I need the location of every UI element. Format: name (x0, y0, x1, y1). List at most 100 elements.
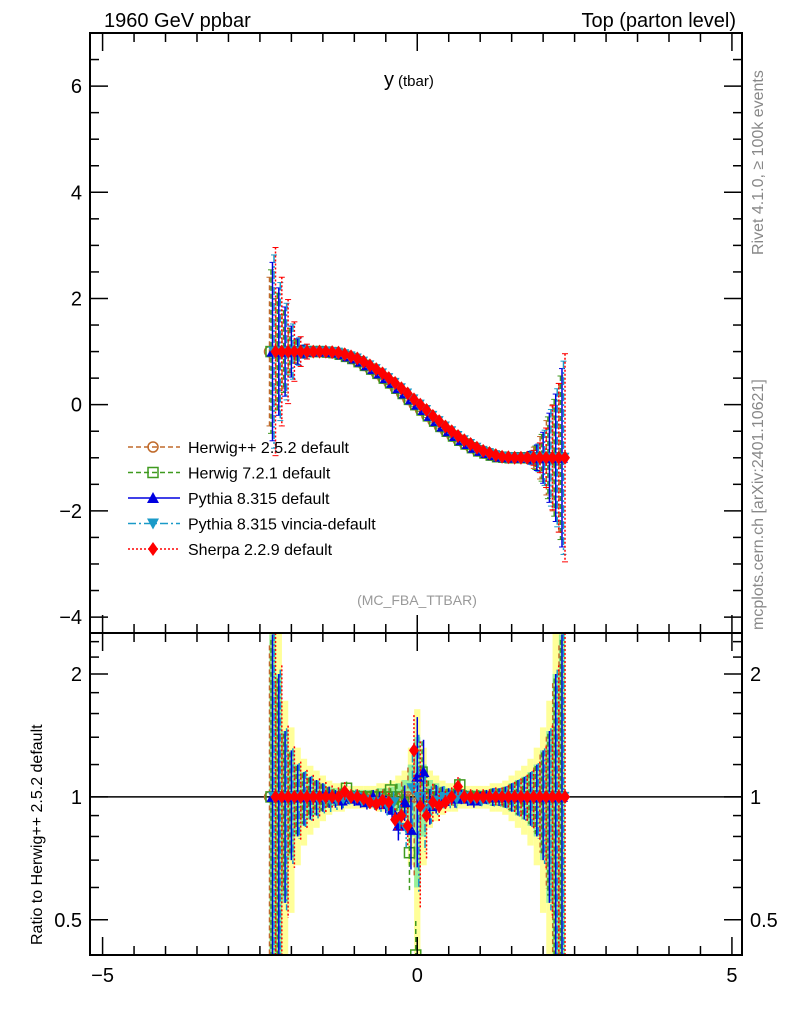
ratio-point (352, 789, 363, 804)
ratio-point (534, 789, 545, 804)
ratio-point (333, 789, 344, 804)
ratio-point (522, 789, 533, 804)
ratio-point (415, 798, 426, 813)
legend-label: Pythia 8.315 vincia-default (188, 517, 376, 534)
data-point (560, 450, 571, 465)
ratio-point (515, 789, 526, 804)
title-main: y (384, 69, 394, 91)
x-tick-label: 0 (412, 965, 423, 987)
ratio-tick-label-right: 0.5 (750, 910, 778, 932)
ratio-point (528, 789, 539, 804)
series-main-4 (270, 247, 571, 563)
legend-entry: Herwig++ 2.5.2 default (128, 440, 350, 457)
ratio-point (490, 789, 501, 804)
ratio-point (289, 789, 300, 804)
legend-entry: Pythia 8.315 default (128, 491, 330, 508)
ratio-point (421, 808, 432, 823)
legend-entry: Herwig 7.2.1 default (128, 466, 331, 483)
analysis-tag: (MC_FBA_TTBAR) (357, 592, 477, 608)
ratio-point (503, 789, 514, 804)
title-sub: (tbar) (398, 73, 434, 90)
mcplots-label: mcplots.cern.ch [arXiv:2401.10621] (750, 379, 767, 630)
ratio-point (308, 789, 319, 804)
ratio-point (339, 784, 350, 799)
ratio-point (465, 789, 476, 804)
ratio-point (398, 796, 411, 808)
ratio-point (509, 789, 520, 804)
rivet-label: Rivet 4.1.0, ≥ 100k events (750, 70, 767, 255)
data-point (509, 450, 520, 465)
data-point (421, 402, 432, 417)
ratio-tick-label-right: 1 (750, 787, 761, 809)
data-point (553, 450, 564, 465)
main-panel (263, 247, 571, 563)
ratio-point (314, 789, 325, 804)
legend-marker (147, 518, 159, 530)
data-point (320, 344, 331, 359)
legend-marker (148, 542, 158, 556)
data-point (547, 450, 558, 465)
plot-title: y (tbar) (384, 69, 434, 91)
ratio-point (384, 784, 397, 796)
x-tick-label: −5 (91, 965, 114, 987)
legend: Herwig++ 2.5.2 default Herwig 7.2.1 defau… (128, 440, 376, 559)
data-point (408, 392, 419, 407)
x-tick-label: 5 (726, 965, 737, 987)
header-right: Top (parton level) (581, 10, 736, 32)
ratio-point (560, 789, 571, 804)
legend-entry: Pythia 8.315 vincia-default (128, 517, 376, 534)
ratio-point (396, 808, 407, 823)
legend-marker (147, 466, 159, 479)
ratio-tick-label-left: 1 (71, 787, 82, 809)
data-point (396, 381, 407, 396)
data-point (333, 345, 344, 360)
header-left: 1960 GeV ppbar (104, 10, 251, 32)
ratio-point (320, 789, 331, 804)
ratio-point (440, 795, 451, 810)
ratio-point (402, 818, 413, 833)
ratio-point (459, 789, 470, 804)
ratio-ylabel: Ratio to Herwig++ 2.5.2 default (29, 724, 46, 945)
y-tick-label: 0 (71, 395, 82, 417)
data-point (528, 450, 539, 465)
data-point (270, 344, 281, 359)
data-point (490, 448, 501, 463)
data-point (308, 344, 319, 359)
legend-label: Herwig++ 2.5.2 default (188, 440, 350, 457)
ratio-point (283, 789, 294, 804)
data-point (497, 449, 508, 464)
ratio-point (453, 779, 464, 794)
ratio-point (383, 795, 394, 810)
ratio-point (547, 789, 558, 804)
ratio-point (446, 789, 457, 804)
data-point (415, 397, 426, 412)
legend-label: Pythia 8.315 default (188, 491, 330, 508)
data-point (283, 344, 294, 359)
ratio-point (276, 789, 287, 804)
data-point (434, 414, 445, 429)
y-tick-label: 6 (71, 76, 82, 98)
ratio-point (478, 789, 489, 804)
ratio-point (484, 789, 495, 804)
ratio-point (408, 743, 419, 758)
data-point (522, 450, 533, 465)
data-point (327, 345, 338, 360)
y-tick-label: −2 (59, 501, 82, 523)
ratio-tick-label-left: 0.5 (54, 910, 82, 932)
y-tick-label: 4 (71, 182, 82, 204)
ratio-point (295, 789, 306, 804)
data-point (402, 386, 413, 401)
legend-marker (147, 492, 159, 503)
data-point (427, 408, 438, 423)
ratio-point (346, 789, 357, 804)
data-point (295, 344, 306, 359)
ratio-tick-label-right: 2 (750, 664, 761, 686)
data-point (314, 344, 325, 359)
legend-label: Sherpa 2.2.9 default (188, 542, 333, 559)
y-tick-label: −4 (59, 607, 82, 629)
ratio-panel (90, 633, 742, 955)
ratio-point (412, 791, 425, 803)
legend-marker (147, 441, 159, 453)
data-point (503, 450, 514, 465)
